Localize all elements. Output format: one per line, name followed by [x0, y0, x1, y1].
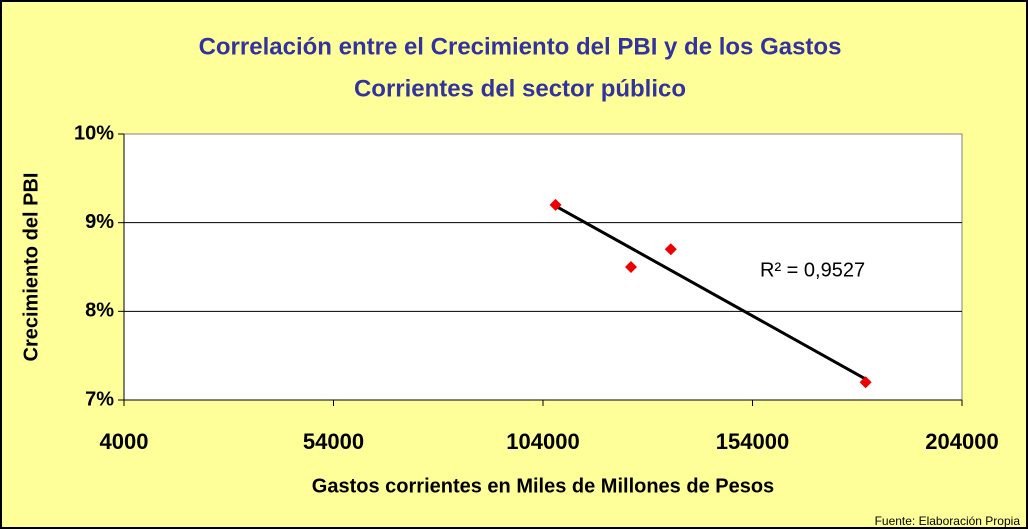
data-point: [549, 198, 562, 211]
source-note: Fuente: Elaboración Propia: [875, 514, 1021, 528]
x-tick-label: 4000: [100, 429, 149, 454]
x-axis-label: Gastos corrientes en Miles de Millones d…: [312, 475, 774, 497]
y-axis-label: Crecimiento del PBI: [20, 173, 42, 362]
data-point: [664, 243, 677, 256]
y-tick-label: 8%: [85, 300, 114, 322]
r-squared-annotation: R² = 0,9527: [760, 259, 865, 281]
trendline: [554, 204, 867, 381]
y-tick-label: 7%: [85, 388, 114, 410]
x-tick-label: 54000: [303, 429, 364, 454]
x-tick-label: 104000: [506, 429, 579, 454]
y-tick-label: 10%: [74, 122, 114, 144]
x-tick-label: 204000: [925, 429, 998, 454]
data-point: [859, 376, 872, 389]
data-point: [624, 261, 637, 273]
y-tick-label: 9%: [85, 211, 114, 233]
chart-title: Corrientes del sector público: [354, 75, 686, 102]
chart-title: Correlación entre el Crecimiento del PBI…: [199, 33, 842, 60]
x-tick-label: 154000: [716, 429, 789, 454]
